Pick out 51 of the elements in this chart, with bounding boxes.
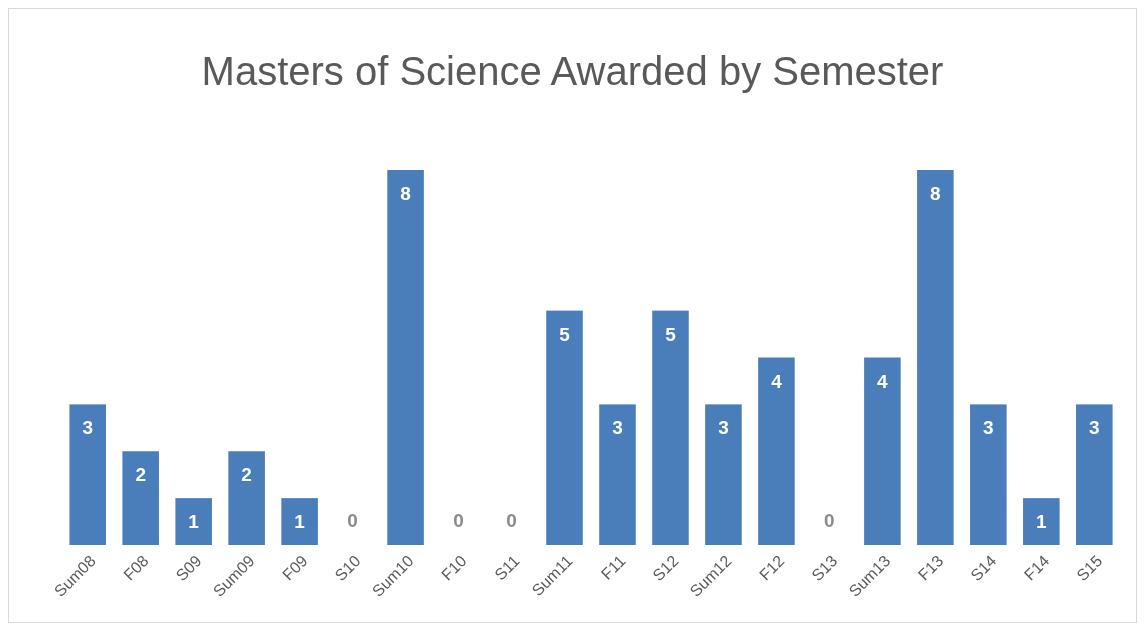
bar [705, 404, 742, 545]
x-tick-label: S11 [491, 552, 523, 584]
bar [1076, 404, 1113, 545]
x-tick-label: S13 [808, 552, 841, 585]
bar [970, 404, 1007, 545]
bar [281, 498, 318, 545]
data-label: 0 [506, 510, 517, 531]
data-label: 4 [771, 370, 783, 392]
data-label: 3 [82, 417, 93, 439]
bar [917, 170, 954, 545]
bar [175, 498, 212, 545]
x-tick-label: F12 [756, 552, 788, 584]
x-tick-label: S12 [649, 552, 682, 585]
x-tick-label: F10 [438, 552, 470, 584]
x-tick-label: F11 [597, 552, 629, 583]
data-label: 1 [1036, 511, 1048, 533]
bar [387, 170, 424, 545]
bar [599, 404, 636, 545]
data-label: 0 [347, 510, 358, 531]
bar [652, 310, 689, 545]
bar [546, 310, 583, 545]
data-label: 5 [559, 323, 571, 345]
data-label: 8 [400, 183, 411, 204]
x-tick-label: F08 [120, 552, 152, 584]
x-tick-label: F09 [279, 552, 311, 584]
data-label: 0 [453, 510, 464, 531]
data-label: 3 [1089, 417, 1100, 439]
data-label: 3 [983, 417, 994, 439]
x-tick-label: S14 [967, 552, 1000, 585]
data-label: 0 [824, 510, 835, 531]
data-label: 5 [665, 323, 677, 345]
x-tick-label: F13 [914, 552, 947, 584]
bar [864, 357, 901, 545]
data-label: 3 [612, 417, 623, 439]
bar [228, 451, 265, 545]
data-label: 4 [877, 370, 889, 392]
bar [122, 451, 159, 545]
data-label: 8 [930, 183, 941, 204]
x-tick-label: S10 [331, 552, 364, 585]
data-label: 3 [718, 417, 729, 439]
bar [69, 404, 106, 545]
x-tick-label: S15 [1073, 552, 1106, 585]
data-label: 1 [294, 511, 306, 533]
x-tick-label: F14 [1020, 552, 1053, 584]
bar [1023, 498, 1060, 545]
bar [758, 357, 795, 545]
data-label: 2 [241, 464, 252, 486]
x-tick-label: S09 [172, 552, 205, 585]
data-label: 2 [135, 464, 146, 486]
chart-title: Masters of Science Awarded by Semester [201, 49, 944, 93]
data-label: 1 [188, 511, 200, 533]
